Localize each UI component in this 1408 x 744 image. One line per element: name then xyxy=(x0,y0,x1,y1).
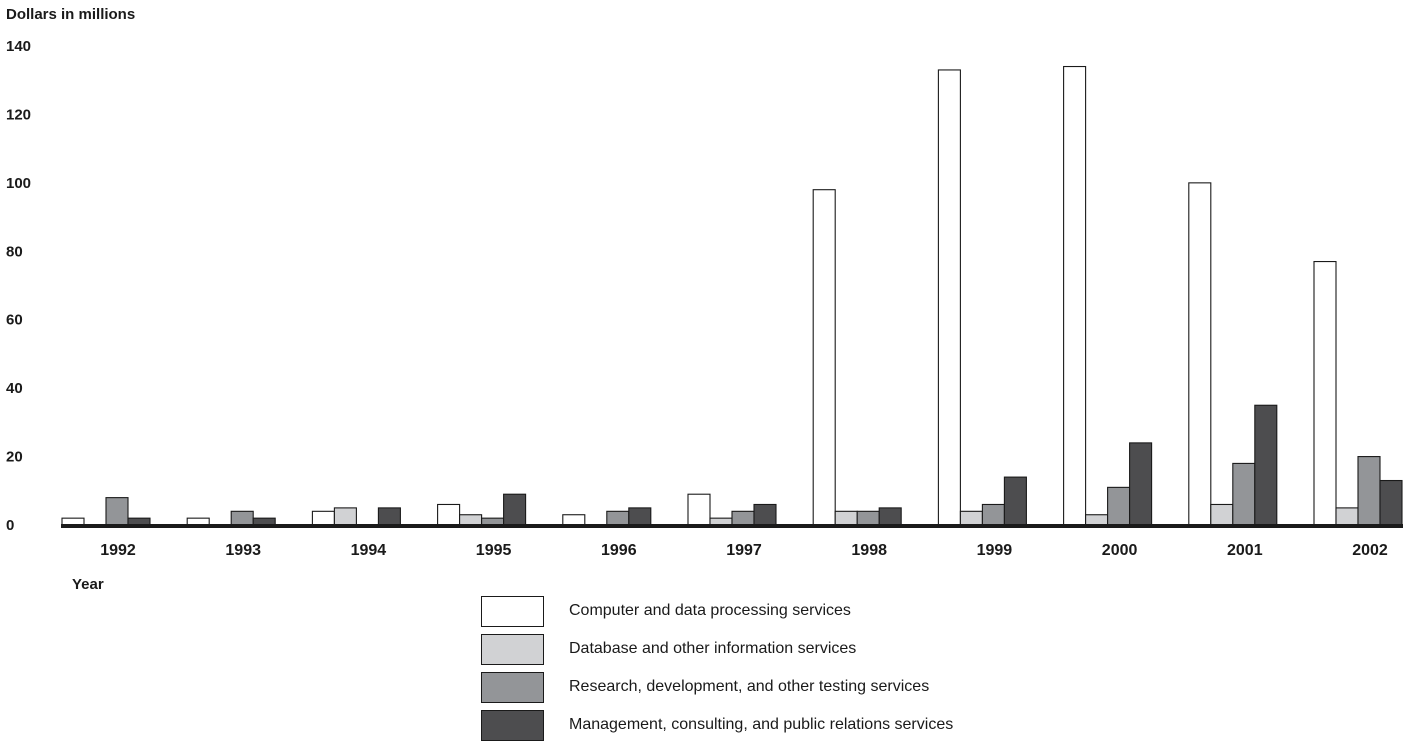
x-tick-label: 2002 xyxy=(1352,542,1388,559)
x-tick-label: 2001 xyxy=(1227,542,1263,559)
x-axis: 1992 1993 1994 1995 1996 1997 1998 1999 2000 2001… xyxy=(100,542,1388,559)
bar xyxy=(230,510,254,526)
bar xyxy=(812,189,836,526)
bar xyxy=(1107,486,1131,526)
legend-label: Computer and data processing services xyxy=(569,602,851,619)
bar xyxy=(562,514,586,526)
bar xyxy=(1379,479,1403,526)
bar xyxy=(1188,182,1212,526)
x-tick-label: 2000 xyxy=(1102,542,1138,559)
y-tick-label: 40 xyxy=(6,380,23,397)
legend-item: Computer and data processing services xyxy=(481,592,953,630)
legend-item: Database and other information services xyxy=(481,630,953,668)
bar xyxy=(186,517,210,526)
bar xyxy=(61,517,85,526)
legend-swatch xyxy=(481,709,544,741)
x-tick-label: 1992 xyxy=(100,542,136,559)
bar xyxy=(459,514,483,526)
bar xyxy=(333,507,357,526)
bar xyxy=(709,517,733,526)
y-tick-label: 0 xyxy=(6,517,14,534)
bars xyxy=(61,65,1403,526)
bar xyxy=(687,493,711,526)
y-tick-label: 120 xyxy=(6,106,31,123)
legend-swatch xyxy=(481,671,544,703)
bar xyxy=(437,503,461,526)
bar xyxy=(959,510,983,526)
y-tick-label: 140 xyxy=(6,38,31,55)
bar xyxy=(731,510,755,526)
bar xyxy=(105,497,129,526)
bar xyxy=(981,503,1005,526)
bar xyxy=(937,69,961,526)
bar xyxy=(1254,404,1278,526)
bar xyxy=(834,510,858,526)
y-tick-label: 80 xyxy=(6,243,23,260)
bar xyxy=(606,510,630,526)
legend-swatch xyxy=(481,595,544,627)
bar xyxy=(1063,65,1087,526)
y-tick-label: 20 xyxy=(6,449,23,466)
bar xyxy=(1357,456,1381,526)
legend-item: Management, consulting, and public relat… xyxy=(481,706,953,744)
x-tick-label: 1994 xyxy=(351,542,387,559)
bar xyxy=(252,517,276,526)
y-axis-title: Dollars in millions xyxy=(6,6,136,23)
legend-label: Management, consulting, and public relat… xyxy=(569,716,954,733)
legend-label: Database and other information services xyxy=(569,640,857,657)
y-tick-label: 60 xyxy=(6,312,23,329)
y-tick-label: 100 xyxy=(6,175,31,192)
bar xyxy=(878,507,902,526)
bar xyxy=(481,517,505,526)
x-tick-label: 1996 xyxy=(601,542,637,559)
bar xyxy=(377,507,401,526)
bar xyxy=(1335,507,1359,526)
x-tick-label: 1993 xyxy=(225,542,261,559)
x-tick-label: 1999 xyxy=(977,542,1013,559)
bar xyxy=(628,507,652,526)
legend-item: Research, development, and other testing… xyxy=(481,668,953,706)
bar xyxy=(1003,476,1027,526)
bar xyxy=(1232,462,1256,526)
x-tick-label: 1998 xyxy=(851,542,887,559)
legend: Computer and data processing services Da… xyxy=(481,592,953,744)
bar xyxy=(1210,503,1234,526)
x-tick-label: 1995 xyxy=(476,542,512,559)
bar xyxy=(1085,514,1109,526)
legend-label: Research, development, and other testing… xyxy=(569,678,930,695)
x-axis-title: Year xyxy=(72,576,104,593)
bar xyxy=(127,517,151,526)
x-tick-label: 1997 xyxy=(726,542,762,559)
bar xyxy=(1129,442,1153,526)
legend-swatch xyxy=(481,633,544,665)
bar xyxy=(753,503,777,526)
y-axis: 0 20 40 60 80 100 120 140 xyxy=(6,38,31,534)
bar xyxy=(311,510,335,526)
bar xyxy=(1313,260,1337,526)
bar xyxy=(856,510,880,526)
bar xyxy=(503,493,527,526)
